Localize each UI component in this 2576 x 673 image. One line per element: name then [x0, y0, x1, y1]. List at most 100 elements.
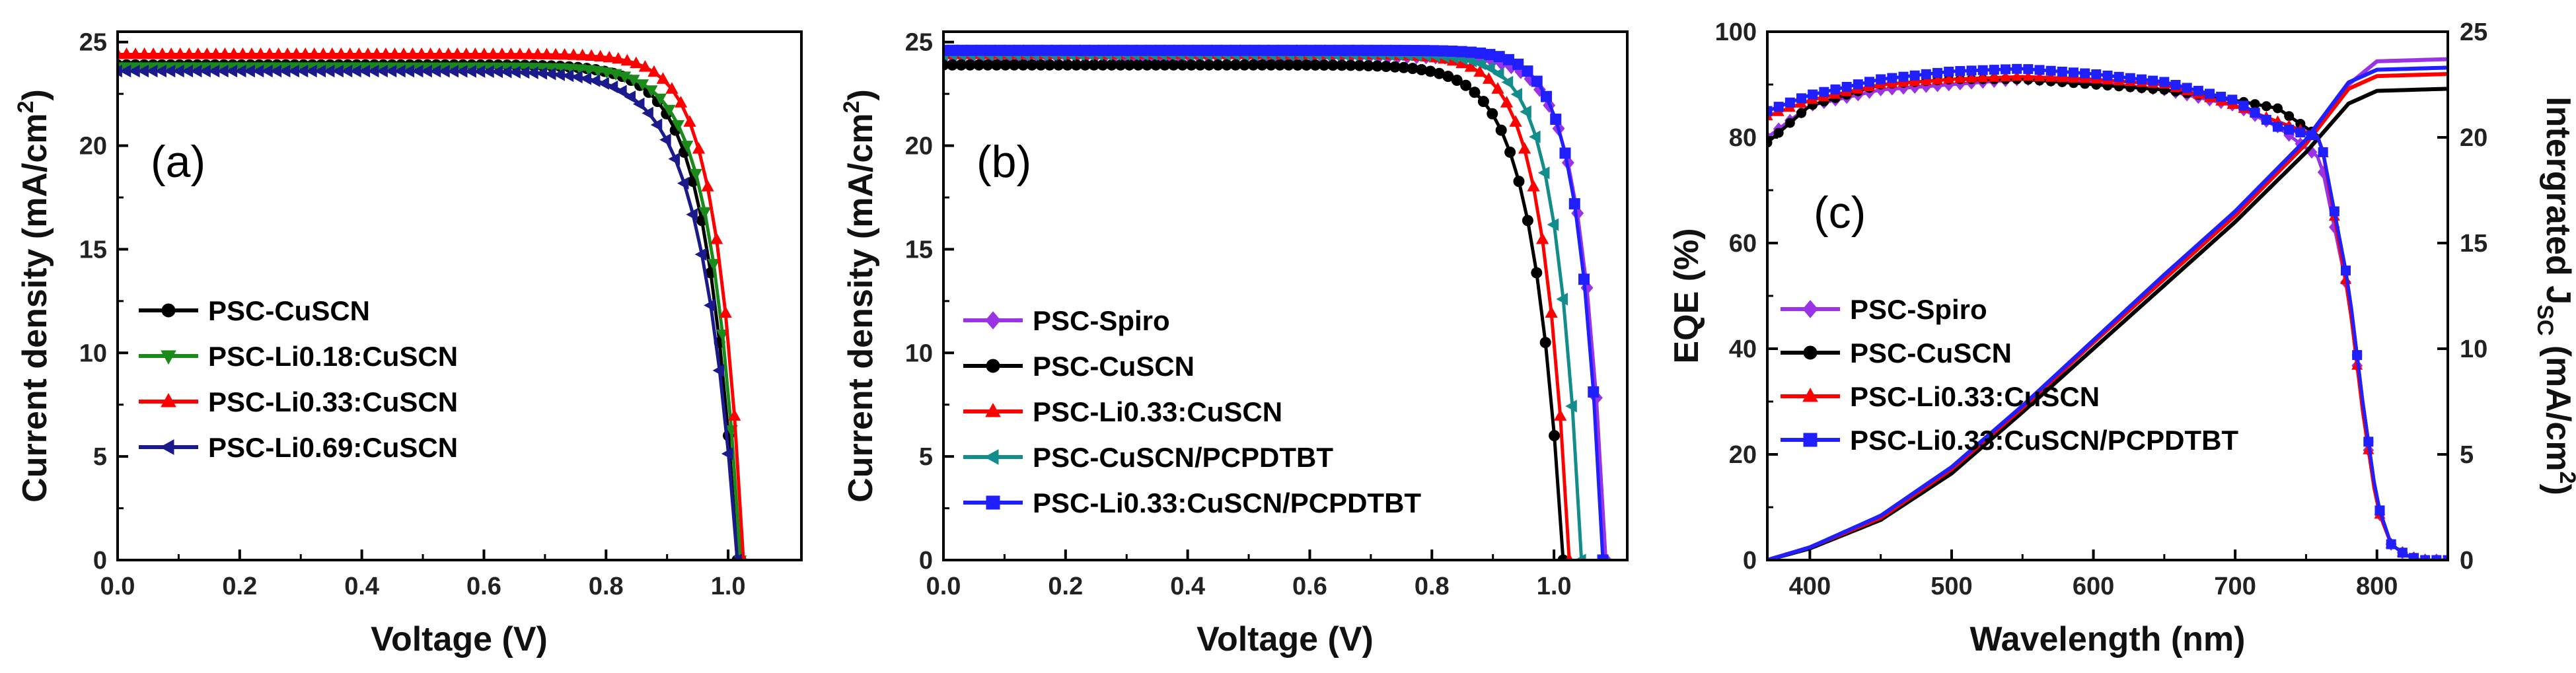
panel-a-point [565, 63, 578, 76]
panel-c-eqe-point [2216, 91, 2226, 102]
panel-b-point [1502, 53, 1514, 65]
panel-a-xtick-label: 0.6 [466, 573, 501, 600]
panel-c-eqe-point [1773, 102, 1784, 112]
panel-b-point [1210, 44, 1222, 56]
panel-b-point [1487, 108, 1498, 120]
panel-b-legend-label: PSC-CuSCN/PCPDTBT [1033, 442, 1333, 473]
panel-b-xlabel: Voltage (V) [1196, 620, 1374, 658]
panel-a-point [192, 47, 205, 59]
panel-a-point [583, 65, 596, 77]
panel-b-point [1510, 88, 1523, 101]
panel-c-eqe-point [2067, 72, 2080, 83]
panel-c-jsc-line [1767, 65, 2448, 560]
panel-b-ytick-label: 5 [919, 443, 933, 471]
panel-c-eqe-point [1931, 74, 1944, 85]
panel-c-yticks: 0 20 40 60 80 100 [1715, 18, 1778, 575]
panel-c-ytick-label: 100 [1715, 18, 1757, 46]
panel-b-point [1475, 47, 1487, 59]
panel-a-ytick-label: 15 [79, 236, 107, 264]
panel-a-series [118, 62, 747, 560]
panel-a-point [209, 47, 223, 59]
panel-a-xtick-label: 0.0 [100, 573, 135, 600]
panel-c-eqe-point [2137, 74, 2147, 85]
panel-b-point [1079, 44, 1091, 56]
panel-c-xtick-label: 400 [1789, 573, 1831, 600]
panel-b-series [943, 59, 1569, 560]
panel-c-eqe-point [2374, 505, 2385, 516]
panel-c-eqe-point [1966, 65, 1977, 76]
panel-a-point [263, 47, 276, 59]
panel-a-xlabel: Voltage (V) [371, 620, 548, 658]
panel-a-point [218, 47, 232, 59]
panel-b-xtick-label: 0.4 [1170, 573, 1205, 600]
panel-b-point [1314, 44, 1326, 56]
panel-b-point [1418, 45, 1430, 57]
panel-b-point [1183, 44, 1195, 56]
panel-c-eqe-point [2284, 124, 2295, 135]
panel-c-eqe-point [2273, 122, 2283, 132]
panel-a-point [597, 77, 609, 90]
panel-a-point [575, 48, 589, 61]
panel-c-eqe-point [2069, 67, 2079, 78]
panel-c-legend-label: PSC-Li0.33:CuSCN [1850, 381, 2100, 412]
panel-b-point [1022, 44, 1034, 56]
panel-b-point [1163, 44, 1175, 56]
panel-a-point [174, 47, 187, 59]
panel-c-eqe-point [1887, 73, 1897, 83]
panel-a-point [694, 248, 707, 261]
panel-b-point [1545, 306, 1558, 318]
panel-a-point [129, 47, 142, 59]
panel-b-ylabel: Current density (mA/cm2) [839, 89, 880, 503]
panel-b-point [1518, 142, 1531, 154]
panel-c-eqe-point [2034, 71, 2045, 82]
panel-a-point [308, 47, 321, 59]
panel-b-xtick-label: 0.6 [1292, 573, 1327, 600]
panel-c-eqe-point [1977, 65, 1988, 75]
panel-b-point [1568, 198, 1580, 210]
panel-c-eqe-point [1785, 118, 1795, 128]
panel-b-point [1050, 44, 1062, 56]
panel-a-point [556, 63, 569, 75]
panel-a-point [468, 47, 482, 59]
panel-c-eqe-point [1897, 77, 1909, 87]
panel-c-eqe-point [1808, 89, 1818, 100]
panel-a-point [540, 48, 554, 59]
panel-b-point [1409, 44, 1420, 56]
panel-b-point [1549, 430, 1561, 442]
panel-b-point [1512, 58, 1524, 70]
panel-a-point [316, 47, 330, 59]
panel-a-point [549, 48, 562, 60]
panel-b-point [1559, 147, 1571, 159]
panel-a-point [594, 50, 607, 61]
panel-c-eqe-point [1830, 84, 1841, 94]
panel-a-point [710, 232, 723, 244]
panel-a-point [630, 56, 643, 69]
panel-b-point [1097, 44, 1109, 56]
panel-c-xtick-label: 800 [2356, 573, 2398, 600]
panel-c-label: (c) [1814, 188, 1866, 238]
panel-a-point [326, 47, 339, 59]
panel-b-point [1088, 44, 1100, 56]
panel-a-point [624, 90, 636, 104]
panel-a-point [632, 97, 645, 111]
panel-a-point [486, 47, 499, 59]
panel-a-point [615, 85, 627, 98]
panel-a-point [686, 208, 698, 221]
panel-a-ytick-label: 10 [79, 339, 107, 367]
panel-c-ytick-right-label: 0 [2460, 547, 2474, 575]
panel-b-legend-label: PSC-CuSCN [1033, 351, 1195, 382]
panel-c-ytick-right-label: 20 [2460, 124, 2487, 152]
panel-b-point [1492, 67, 1504, 81]
panel-a-point [137, 47, 151, 59]
panel-a-point [730, 553, 742, 560]
panel-a-xtick-label: 1.0 [711, 573, 746, 600]
panel-c-eqe-point [2273, 103, 2283, 114]
panel-c-eqe-point [2420, 555, 2431, 560]
panel-b-point [1446, 46, 1458, 57]
panel-c-eqe-point [1796, 93, 1806, 104]
panel-a-legend-marker [161, 350, 176, 365]
panel-c-eqe-point [2045, 65, 2056, 76]
panel-a-point [721, 447, 733, 460]
panel-a-point [289, 47, 303, 59]
panel-a-legend-marker [159, 439, 174, 455]
